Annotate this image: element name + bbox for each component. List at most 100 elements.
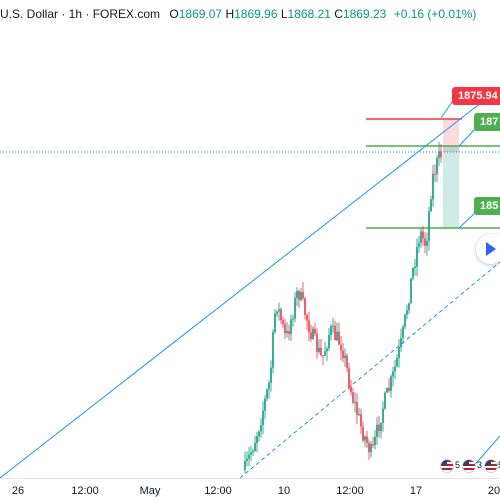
- open-value: 1869.07: [178, 7, 223, 21]
- candle-body: [370, 443, 372, 453]
- candle-body: [424, 238, 426, 246]
- candle-body: [254, 442, 256, 452]
- target-label-leader: [440, 101, 453, 119]
- candle-body: [398, 347, 400, 359]
- candle-body: [438, 151, 440, 159]
- time-tick: 12:00: [71, 485, 99, 497]
- candle-body: [402, 326, 404, 338]
- candle-body: [304, 298, 306, 315]
- candle-body: [410, 278, 412, 304]
- time-tick: 17: [409, 485, 423, 497]
- candle-body: [286, 331, 288, 333]
- candle-body: [416, 246, 418, 267]
- candle-body: [266, 389, 268, 399]
- price-chart[interactable]: [0, 0, 500, 478]
- candle-body: [262, 410, 264, 426]
- candle-body: [362, 426, 364, 441]
- candle-body: [296, 291, 298, 299]
- time-axis[interactable]: 26 12:00 May 12:00 10 12:00 17 20: [0, 478, 500, 500]
- candle-body: [320, 347, 322, 356]
- candle-body: [274, 313, 276, 333]
- candle-body: [258, 431, 260, 437]
- candle-body: [312, 328, 314, 340]
- candle-body: [288, 331, 290, 335]
- candle-body: [322, 355, 324, 357]
- candle-body: [326, 348, 328, 352]
- candle-body: [422, 231, 424, 239]
- event-count: 3: [477, 460, 483, 470]
- candle-body: [244, 461, 246, 470]
- open-key: O: [169, 7, 179, 21]
- candle-body: [246, 458, 248, 462]
- time-tick: 12:00: [336, 485, 364, 497]
- candle-body: [420, 231, 422, 243]
- candle-body: [330, 326, 332, 335]
- target-price-label[interactable]: 1875.94: [452, 87, 500, 105]
- candle-body: [352, 392, 354, 403]
- candle-body: [294, 298, 296, 319]
- candle-body: [392, 371, 394, 377]
- candle-body: [310, 332, 312, 340]
- candles-group: [244, 142, 442, 473]
- candle-body: [368, 442, 370, 453]
- candle-body: [278, 309, 280, 312]
- candle-body: [302, 292, 304, 299]
- candle-body: [316, 333, 318, 352]
- symbol-title[interactable]: U.S. Dollar · 1h · FOREX.com: [0, 7, 161, 21]
- candle-body: [248, 454, 250, 459]
- high-value: 1869.96: [234, 7, 278, 21]
- candle-body: [390, 376, 392, 391]
- candle-body: [250, 452, 252, 455]
- candle-body: [384, 392, 386, 409]
- stop-price-label[interactable]: 185: [474, 197, 500, 215]
- event-count: 5: [455, 460, 461, 470]
- candle-body: [414, 266, 416, 269]
- candle-body: [396, 358, 398, 367]
- candle-body: [292, 318, 294, 320]
- candle-body: [436, 158, 438, 175]
- candle-body: [314, 328, 316, 334]
- candle-body: [406, 310, 408, 315]
- candle-body: [284, 324, 286, 333]
- candle-body: [318, 347, 320, 352]
- candle-body: [366, 436, 368, 443]
- candle-body: [432, 173, 434, 200]
- channel-upper-trendline[interactable]: [0, 87, 500, 478]
- candle-body: [408, 303, 410, 311]
- candle-body: [386, 387, 388, 393]
- position-loss-zone: [443, 146, 459, 228]
- high-key: H: [225, 7, 235, 21]
- close-key: C: [334, 7, 343, 21]
- chevron-right-icon: [486, 242, 496, 256]
- time-tick: 12:00: [204, 485, 232, 497]
- candle-body: [428, 211, 430, 242]
- candle-body: [276, 311, 278, 314]
- us-flag-icon[interactable]: [440, 459, 454, 473]
- candle-body: [434, 173, 436, 175]
- time-tick: May: [139, 485, 161, 497]
- symbol-legend: U.S. Dollar · 1h · FOREX.com O1869.07 H1…: [0, 7, 476, 25]
- candle-body: [324, 351, 326, 357]
- candle-body: [334, 325, 336, 341]
- candle-body: [272, 332, 274, 368]
- us-flag-icon[interactable]: [484, 459, 498, 473]
- candle-body: [346, 355, 348, 369]
- candle-body: [426, 241, 428, 246]
- candle-body: [252, 451, 254, 453]
- candle-body: [404, 314, 406, 327]
- candle-body: [264, 398, 266, 411]
- entry-price-label[interactable]: 187: [474, 113, 500, 131]
- candle-body: [328, 334, 330, 349]
- candle-body: [260, 425, 262, 432]
- scroll-to-realtime-button[interactable]: [476, 234, 500, 264]
- position-profit-zone: [443, 119, 459, 152]
- candle-body: [400, 337, 402, 348]
- us-flag-icon[interactable]: [462, 459, 476, 473]
- candle-body: [372, 443, 374, 446]
- stop-label-leader: [458, 211, 477, 229]
- candle-body: [338, 331, 340, 345]
- channel-lower-trendline[interactable]: [239, 261, 500, 478]
- candle-body: [336, 331, 338, 341]
- candle-body: [348, 368, 350, 387]
